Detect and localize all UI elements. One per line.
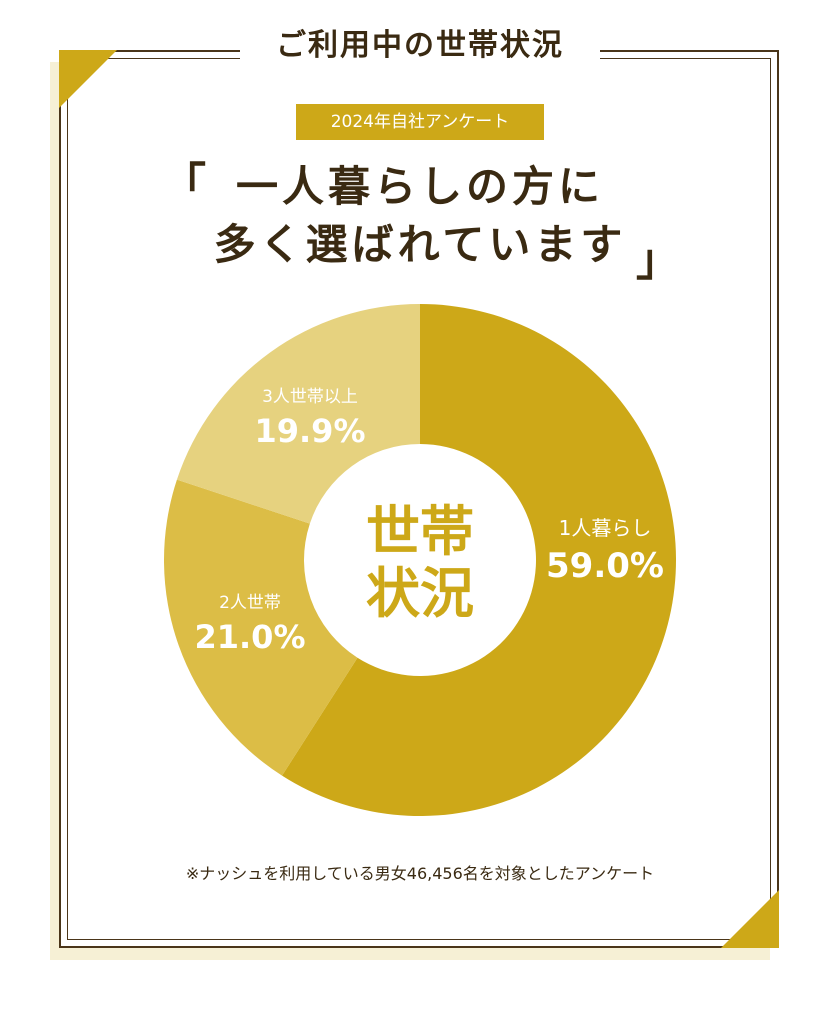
open-bracket: 「 [162,159,206,210]
slice-value-label: 59.0% [546,546,664,586]
donut-slice [163,479,358,776]
slice-category-label: 1人暮らし [559,516,652,540]
headline-line-1: 一人暮らしの方に [235,162,604,211]
slice-category-label: 3人世帯以上 [262,387,358,407]
corner-accent-top-left [59,50,117,108]
slice-value-label: 21.0% [194,618,305,656]
corner-accent-bottom-right [721,890,779,948]
headline: 一人暮らしの方に 多く選ばれています [170,158,670,274]
slice-value-label: 19.9% [254,412,365,450]
center-label: 世帯 [366,500,474,563]
slice-category-label: 2人世帯 [219,593,281,613]
donut-slice [176,304,420,524]
page-title: ご利用中の世帯状況 [276,28,564,63]
survey-badge: 2024年自社アンケート [296,104,544,140]
close-bracket: 」 [636,235,680,286]
footnote: ※ナッシュを利用している男女46,456名を対象としたアンケート [185,864,655,883]
header-gap [240,36,600,66]
headline-line-2: 多く選ばれています [213,220,627,269]
center-label: 状況 [366,562,474,625]
household-donut-chart: 1人暮らし 59.0% 2人世帯 21.0% 3人世帯以上 19.9% 世帯状況 [163,304,677,816]
donut-slice [282,304,677,816]
